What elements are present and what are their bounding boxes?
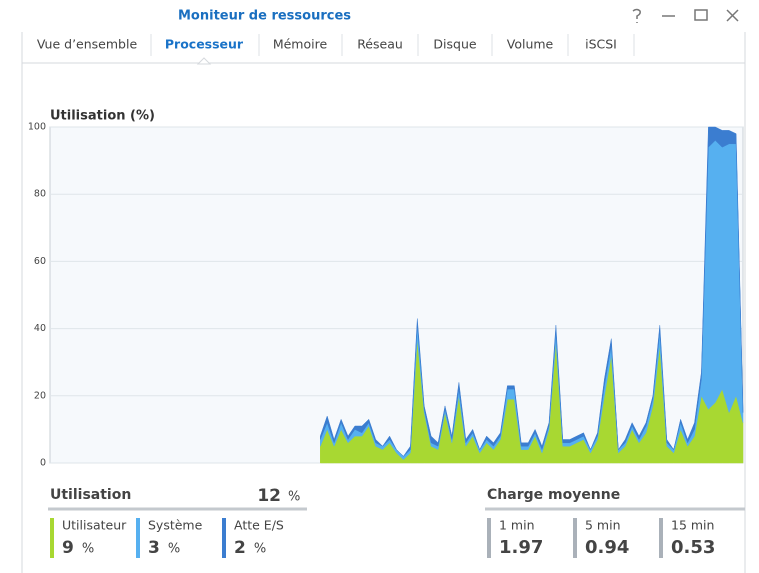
cpu-chart: Utilisation (%) 0 20 40 60 80 100	[28, 109, 744, 469]
usage-value: 3	[148, 538, 160, 558]
active-tab-indicator	[196, 57, 212, 65]
tab[interactable]: iSCSI	[585, 37, 617, 52]
usage-color-bar	[50, 518, 54, 558]
tab[interactable]: Réseau	[357, 37, 403, 52]
y-tick-label: 60	[34, 256, 46, 267]
area-series	[320, 126, 744, 457]
y-tick-label: 40	[34, 323, 46, 334]
y-tick-label: 80	[34, 189, 46, 200]
tab-bar: Vue d’ensemble Processeur Mémoire Réseau Dis…	[37, 34, 635, 65]
y-tick-label: 20	[34, 390, 46, 401]
y-tick-label: 0	[40, 458, 46, 469]
usage-value-unit: %	[82, 542, 94, 557]
window-title: Moniteur de ressources	[178, 9, 351, 24]
usage-value-unit: %	[254, 542, 266, 557]
load-value: 0.53	[671, 537, 715, 558]
load-value: 1.97	[499, 537, 543, 558]
close-button[interactable]	[726, 9, 739, 22]
load-bar	[573, 518, 577, 558]
y-tick-label: 100	[28, 122, 46, 133]
tab[interactable]: Volume	[507, 37, 554, 52]
load-title: Charge moyenne	[487, 487, 620, 503]
help-button[interactable]	[632, 8, 641, 24]
chart-title: Utilisation (%)	[50, 109, 155, 124]
plot-area	[49, 126, 744, 464]
usage-color-bar	[136, 518, 140, 558]
usage-value: 9	[62, 538, 74, 558]
usage-value-unit: %	[168, 542, 180, 557]
usage-unit: %	[288, 490, 300, 505]
usage-value: 2	[234, 538, 246, 558]
usage-title: Utilisation	[50, 487, 131, 503]
load-label: 15 min	[671, 518, 714, 533]
tab[interactable]: Processeur	[165, 37, 244, 52]
summary: Utilisation 12 % Utilisateur 9 % Système 3 % Atte…	[48, 486, 745, 558]
usage-total: 12	[257, 486, 281, 506]
load-value: 0.94	[585, 537, 629, 558]
maximize-button[interactable]	[694, 9, 708, 21]
usage-color-bar	[222, 518, 226, 558]
load-label: 5 min	[585, 518, 621, 533]
tab[interactable]: Vue d’ensemble	[37, 37, 138, 52]
usage-label: Système	[148, 518, 203, 533]
tab[interactable]: Disque	[433, 37, 476, 52]
usage-label: Utilisateur	[62, 518, 127, 533]
window-controls[interactable]	[632, 8, 739, 24]
load-label: 1 min	[499, 518, 535, 533]
usage-label: Atte E/S	[234, 518, 284, 533]
load-bar	[487, 518, 491, 558]
tab[interactable]: Mémoire	[273, 37, 328, 52]
load-bar	[659, 518, 663, 558]
